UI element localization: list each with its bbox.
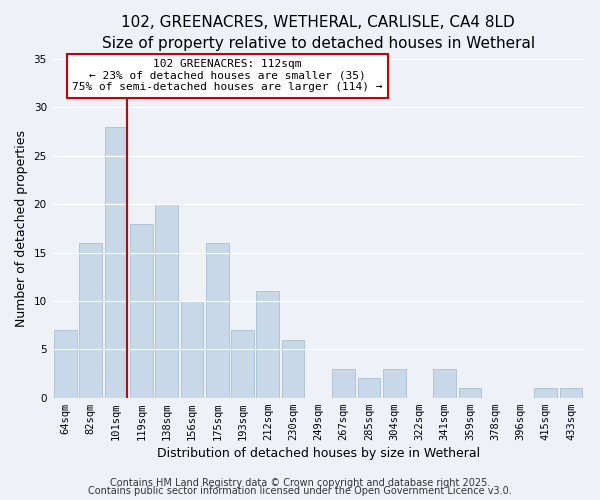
Title: 102, GREENACRES, WETHERAL, CARLISLE, CA4 8LD
Size of property relative to detach: 102, GREENACRES, WETHERAL, CARLISLE, CA4… [102, 15, 535, 51]
Bar [383, 368, 406, 398]
Bar [256, 292, 279, 398]
Bar [560, 388, 583, 398]
X-axis label: Distribution of detached houses by size in Wetheral: Distribution of detached houses by size … [157, 447, 480, 460]
Text: Contains public sector information licensed under the Open Government Licence v3: Contains public sector information licen… [88, 486, 512, 496]
Bar [181, 301, 203, 398]
Bar [332, 368, 355, 398]
Text: 102 GREENACRES: 112sqm
← 23% of detached houses are smaller (35)
75% of semi-det: 102 GREENACRES: 112sqm ← 23% of detached… [73, 59, 383, 92]
Bar [458, 388, 481, 398]
Bar [206, 243, 229, 398]
Bar [535, 388, 557, 398]
Bar [105, 127, 127, 398]
Bar [130, 224, 153, 398]
Bar [54, 330, 77, 398]
Bar [79, 243, 102, 398]
Bar [433, 368, 456, 398]
Bar [155, 204, 178, 398]
Bar [358, 378, 380, 398]
Bar [231, 330, 254, 398]
Text: Contains HM Land Registry data © Crown copyright and database right 2025.: Contains HM Land Registry data © Crown c… [110, 478, 490, 488]
Bar [281, 340, 304, 398]
Y-axis label: Number of detached properties: Number of detached properties [15, 130, 28, 327]
